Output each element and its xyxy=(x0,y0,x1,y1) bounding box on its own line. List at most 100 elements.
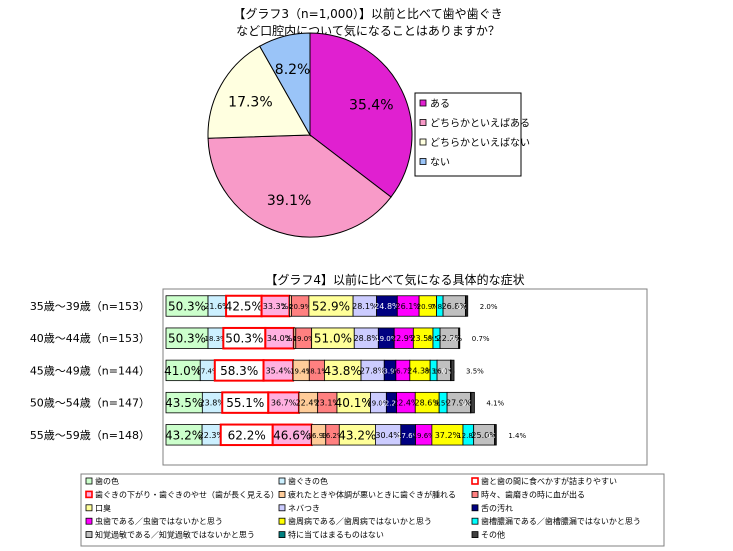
bar-segment-label: 34.0% xyxy=(267,334,293,343)
bar-segment-label: 43.5% xyxy=(165,396,203,410)
bar-category-label: 55歳～59歳（n=148） xyxy=(30,429,150,442)
bar-segment-label: 22.2% xyxy=(437,334,463,343)
bar-segment-label: 22.3% xyxy=(199,431,225,440)
bar-legend-label: 時々、歯磨きの時に血が出る xyxy=(481,489,585,499)
bar-segment-label: 13.9% xyxy=(379,367,402,375)
pie-legend-label: どちらかといえばない xyxy=(430,137,530,149)
bar-legend-label: 歯の色 xyxy=(95,476,119,486)
bar-segment-label: 0.7% xyxy=(472,335,490,343)
bar-segment-label: 23.8% xyxy=(200,399,226,408)
bar-category-label: 40歳～44歳（n=153） xyxy=(30,332,150,345)
pie-legend-swatch xyxy=(419,119,427,126)
bar-segment-label: 62.2% xyxy=(228,428,266,442)
bar-segment-label: 50.3% xyxy=(225,332,263,346)
pie-legend-label: ある xyxy=(430,98,450,110)
bar-segment-label: 24.3% xyxy=(407,366,433,375)
bar-segment-label: 9.5% xyxy=(434,400,452,408)
bar-chart-legend: 歯の色 歯ぐきの色 歯と歯の間に食べかすが詰まりやすい歯ぐきの下がり・歯ぐきのやせ（… xyxy=(80,473,665,547)
bar-segment-label: 8.5% xyxy=(428,335,446,343)
pie-chart-title: 【グラフ3（n=1,000）】以前と比べて歯や歯ぐきなど口腔内について気になるこ… xyxy=(233,6,502,38)
bar-legend-swatch xyxy=(85,504,93,512)
bar-legend-swatch xyxy=(471,490,479,498)
bar-segment-label: 1.4% xyxy=(508,432,526,440)
bar-segment-label: 16.9% xyxy=(308,432,331,440)
bar-legend-swatch xyxy=(471,517,479,525)
bar-segment-label: 19.0% xyxy=(375,335,398,343)
pie-slice xyxy=(309,32,413,198)
bar-category-label: 35歳～39歳（n=153） xyxy=(30,300,150,313)
bar-segment-label: 19.0% xyxy=(367,400,390,408)
bar-segment-label: 52.9% xyxy=(312,300,350,314)
bar-segment-label: 2.4% xyxy=(282,303,300,311)
bar-segment-label: 12.8% xyxy=(457,432,480,440)
bar-legend-box xyxy=(80,473,665,547)
bar-segment xyxy=(458,327,461,349)
bar-legend-swatch xyxy=(471,504,479,512)
bar-legend-label: 歯ぐきの色 xyxy=(288,476,328,486)
bar-segment-label: 18.3% xyxy=(205,335,228,343)
bar-legend-label: 疲れたときや体調が悪いときに歯ぐきが腫れる xyxy=(288,489,456,499)
pie-title-line: など口腔内について気になることはありますか？ xyxy=(236,23,500,38)
bar-segment-label: 43.2% xyxy=(165,428,203,442)
bar-chart-title-text: 【グラフ4】以前に比べて気になる具体的な症状 xyxy=(265,272,524,287)
bar-legend-label: 口臭 xyxy=(95,503,111,513)
bar-segment-label: 20.9% xyxy=(289,303,312,311)
pie-slice-label: 8.2% xyxy=(275,62,311,78)
bar-segment-label: 2.0% xyxy=(480,303,498,311)
bar-segment-label: 35.4% xyxy=(266,366,292,375)
pie-legend-label: どちらかといえばある xyxy=(430,118,530,130)
bar-segment-label: 23.1% xyxy=(315,399,341,408)
bar-legend-label: 知覚過敏である／知覚過敏ではないかと思う xyxy=(95,530,255,540)
bar-legend-swatch xyxy=(278,504,286,512)
bar-legend-swatch xyxy=(471,531,479,538)
bar-segment-label: 28.1% xyxy=(352,302,378,311)
bar-segment-label: 26.8% xyxy=(442,302,468,311)
stacked-bar-chart: 35歳～39歳（n=153） 50.3%21.6%42.5% 33.3%2.4%20… xyxy=(30,288,648,466)
bar-segment-label: 25.0% xyxy=(471,431,497,440)
bar-legend-label: 特に当てはまるものはない xyxy=(288,530,384,540)
bar-segment-label: 40.1% xyxy=(335,396,373,410)
bar-segment xyxy=(470,391,475,414)
bar-segment-label: 22.4% xyxy=(393,399,419,408)
bar-segment-label: 50.3% xyxy=(168,300,206,314)
bar-legend-label: 舌の汚れ xyxy=(481,503,513,513)
bar-segment-label: 16.1% xyxy=(433,367,456,375)
bar-segment-label: 3.5% xyxy=(466,367,484,375)
pie-slice-label: 35.4% xyxy=(349,98,393,114)
bar-segment-label: 28.6% xyxy=(415,399,441,408)
bar-segment-label: 26.1% xyxy=(395,302,421,311)
bar-category-label: 50歳～54歳（n=147） xyxy=(30,397,150,410)
bar-segment-label: 37.2% xyxy=(435,431,461,440)
bar-segment-label: 33.3% xyxy=(263,302,289,311)
bar-segment-label: 50.3% xyxy=(168,332,206,346)
bar-legend-label: 歯と歯の間に食べかすが詰まりやすい xyxy=(481,476,617,486)
bar-segment-label: 8.3% xyxy=(425,367,443,375)
bar-legend-swatch xyxy=(85,490,93,499)
bar-segment-label: 2.4% xyxy=(286,335,304,343)
pie-slice-label: 39.1% xyxy=(267,193,311,209)
bar-segment-label: 22.9% xyxy=(391,334,417,343)
pie-slice xyxy=(259,32,311,137)
bar-segment-label: 12.2% xyxy=(380,400,403,408)
pie-slice xyxy=(207,134,392,238)
bar-legend-swatch xyxy=(85,517,93,525)
bar-segment-label: 16.7% xyxy=(392,367,415,375)
bar-segment-label: 46.6% xyxy=(273,428,311,442)
bar-segment-label: 41.0% xyxy=(164,364,202,378)
pie-legend-box xyxy=(414,92,522,177)
bar-legend-swatch xyxy=(278,531,286,538)
bar-legend-swatch xyxy=(278,517,286,525)
bar-legend-swatch xyxy=(278,490,286,498)
bar-segment-label: 7.8% xyxy=(431,303,449,311)
bar-legend-swatch xyxy=(85,477,93,485)
bar-segment-label: 20.9% xyxy=(417,303,440,311)
bar-segment-label: 24.8% xyxy=(374,302,400,311)
bar-legend-label: ネバつき xyxy=(288,504,320,513)
bar-legend-label: 歯周病である／歯周病ではないかと思う xyxy=(288,516,432,526)
bar-segment-label: 42.5% xyxy=(225,300,263,314)
bar-legend-label: 歯ぐきの下がり・歯ぐきのやせ（歯が長く見える） xyxy=(95,489,279,499)
bar-segment xyxy=(450,359,455,382)
bar-segment-label: 27.8% xyxy=(360,366,386,375)
